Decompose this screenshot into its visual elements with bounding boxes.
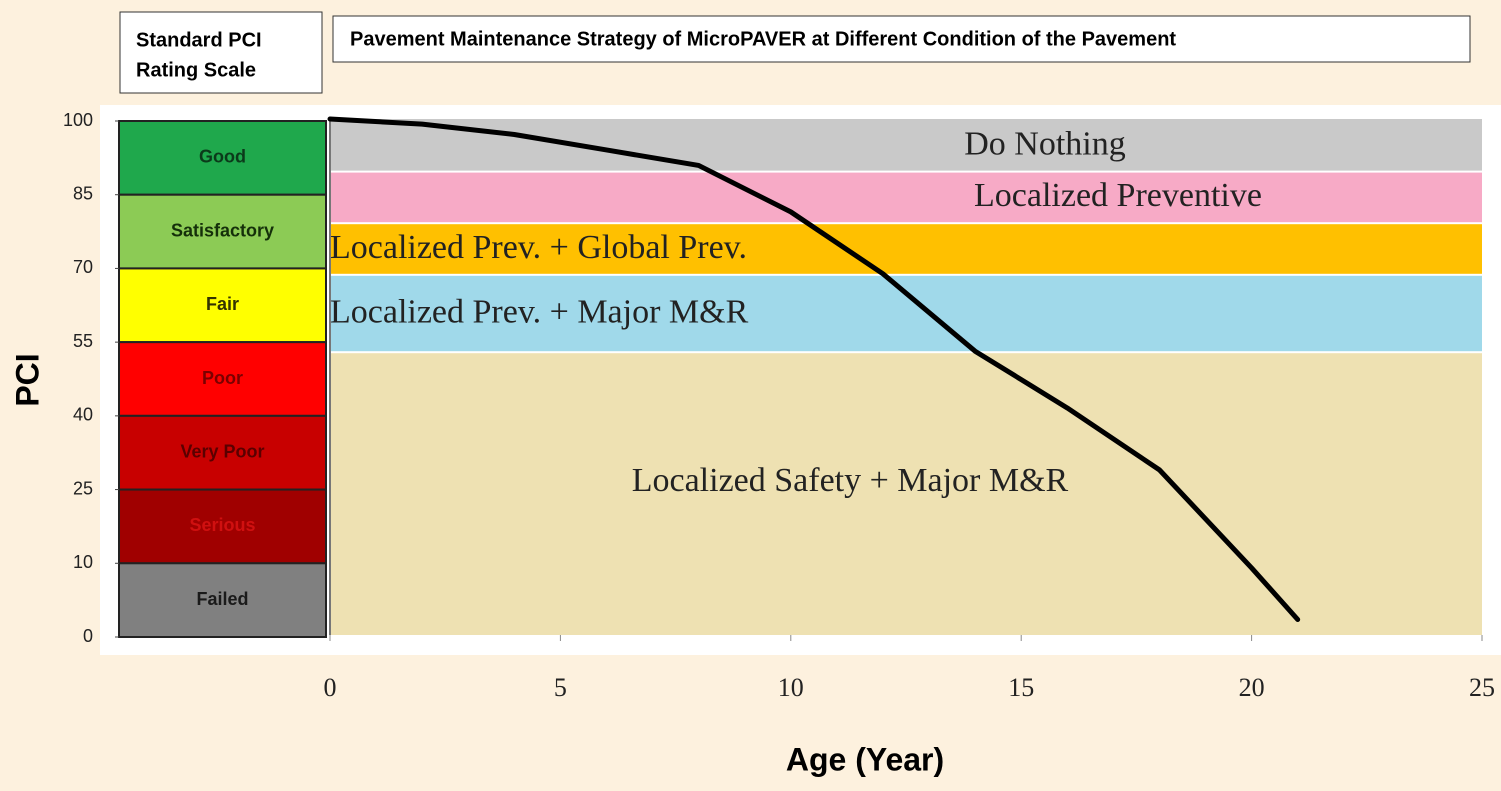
rating-band xyxy=(118,120,327,196)
y-axis-label: PCI xyxy=(9,353,45,406)
y-tick-label: 85 xyxy=(73,183,93,203)
y-tick-label: 0 xyxy=(83,626,93,646)
strategy-label: Do Nothing xyxy=(964,126,1126,163)
x-tick-label: 10 xyxy=(778,673,804,702)
x-tick-label: 20 xyxy=(1239,673,1265,702)
rating-label: Fair xyxy=(206,294,239,314)
rating-label: Serious xyxy=(189,515,255,535)
scale-title: Standard PCI xyxy=(136,29,262,51)
y-tick-label: 40 xyxy=(73,405,93,425)
rating-label: Poor xyxy=(202,368,243,388)
strategy-band xyxy=(330,119,1482,171)
x-tick-label: 15 xyxy=(1008,673,1034,702)
scale-title: Rating Scale xyxy=(136,59,256,81)
rating-label: Good xyxy=(199,147,246,167)
strategy-band xyxy=(330,353,1482,635)
rating-band xyxy=(118,193,327,270)
rating-label: Very Poor xyxy=(180,441,264,461)
strategy-label: Localized Preventive xyxy=(974,177,1262,214)
pci-curve xyxy=(327,116,1301,623)
strategy-label: Localized Prev. + Major M&R xyxy=(330,293,749,330)
strategy-label: Localized Safety + Major M&R xyxy=(632,462,1069,499)
title-box xyxy=(332,15,1471,63)
strategy-band xyxy=(330,172,1482,223)
y-tick-label: 25 xyxy=(73,478,93,498)
x-tick-label: 25 xyxy=(1469,673,1495,702)
strategy-band xyxy=(330,224,1482,274)
rating-label: Satisfactory xyxy=(171,220,274,240)
x-tick-label: 0 xyxy=(324,673,337,702)
rating-band xyxy=(118,488,327,565)
y-tick-label: 55 xyxy=(73,331,93,351)
y-tick-label: 70 xyxy=(73,257,93,277)
rating-band xyxy=(118,414,327,491)
y-tick-label: 10 xyxy=(73,552,93,572)
rating-label: Failed xyxy=(196,589,248,609)
x-tick-label: 5 xyxy=(554,673,567,702)
chart-title: Pavement Maintenance Strategy of MicroPA… xyxy=(350,28,1176,50)
strategy-band xyxy=(330,275,1482,352)
scale-title-box xyxy=(119,11,323,94)
rating-band xyxy=(118,562,327,638)
x-axis-label: Age (Year) xyxy=(786,741,944,777)
y-tick-label: 100 xyxy=(63,110,93,130)
strategy-label: Localized Prev. + Global Prev. xyxy=(330,229,747,266)
